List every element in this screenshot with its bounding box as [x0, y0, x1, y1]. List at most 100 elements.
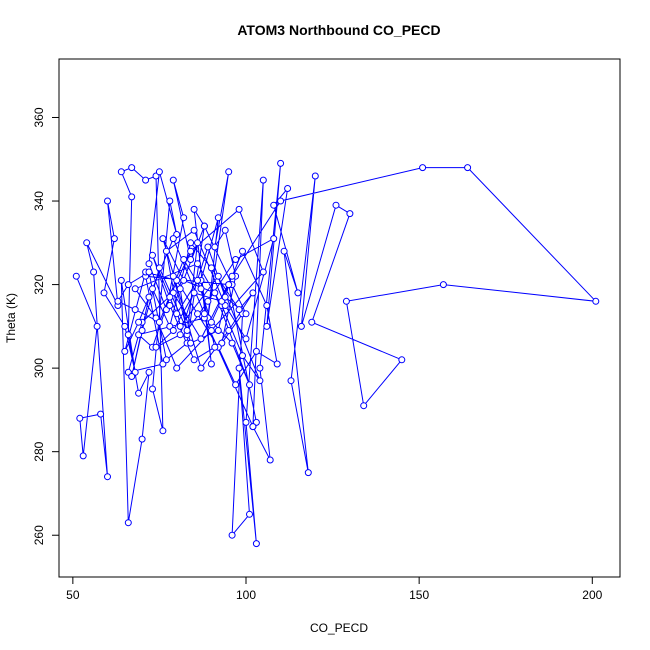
data-point [173, 364, 181, 372]
data-point [124, 519, 132, 527]
data-point [273, 360, 281, 368]
data-point [159, 427, 167, 435]
data-point [211, 343, 219, 351]
data-point [166, 197, 174, 205]
data-point [159, 235, 167, 243]
data-point [176, 331, 184, 339]
data-point [128, 164, 136, 172]
y-tick-label: 300 [32, 358, 46, 378]
data-point [124, 331, 132, 339]
data-point [72, 272, 80, 280]
data-point [149, 285, 156, 293]
x-tick-label: 150 [409, 588, 429, 602]
data-point [176, 285, 184, 293]
data-point [263, 322, 271, 330]
data-point [117, 168, 125, 176]
data-point [256, 377, 264, 385]
data-point [297, 322, 305, 330]
y-tick-label: 320 [32, 274, 46, 294]
data-point [187, 239, 195, 247]
data-point [214, 272, 222, 280]
data-point [235, 205, 243, 213]
x-tick-label: 100 [236, 588, 256, 602]
data-point [214, 214, 222, 222]
y-axis-label: Theta (K) [4, 293, 18, 343]
x-axis: 50 100 150 200 [66, 576, 603, 602]
data-point [342, 297, 350, 305]
data-point [100, 289, 108, 297]
data-point [152, 343, 160, 351]
data-point [200, 222, 208, 230]
data-point [128, 193, 136, 201]
data-point [83, 239, 91, 247]
data-point [104, 197, 111, 205]
data-point [104, 473, 111, 481]
data-point [194, 276, 201, 284]
data-point [204, 243, 212, 251]
data-point [155, 264, 163, 272]
data-point [128, 373, 136, 380]
data-point [135, 318, 143, 326]
data-point [211, 243, 219, 251]
data-point [207, 264, 215, 272]
data-point [149, 251, 156, 259]
data-point [166, 293, 174, 301]
data-point [277, 197, 285, 205]
data-point [228, 272, 236, 280]
x-tick-label: 50 [66, 588, 80, 602]
data-point [93, 322, 101, 330]
data-point [131, 306, 139, 314]
data-point [121, 322, 129, 330]
data-point [259, 268, 267, 276]
data-point [145, 293, 153, 301]
data-point [249, 289, 257, 297]
data-point [464, 164, 472, 172]
data-point [287, 377, 295, 385]
data-point [398, 356, 406, 364]
data-point [90, 268, 98, 276]
data-point [145, 368, 153, 376]
data-point [197, 364, 205, 372]
data-point [200, 310, 208, 318]
data-point [124, 281, 132, 289]
data-point [239, 352, 246, 360]
data-point [190, 205, 198, 213]
data-point [280, 247, 288, 255]
data-point [360, 402, 368, 410]
data-point [117, 276, 125, 284]
data-point [114, 297, 122, 305]
data-point [207, 327, 215, 334]
data-point [242, 418, 250, 426]
data-point [166, 302, 174, 309]
data-point [194, 260, 201, 268]
plot-frame [58, 58, 621, 578]
data-point [190, 289, 198, 297]
y-tick-label: 260 [32, 525, 46, 545]
data-point [169, 327, 177, 334]
data-point [308, 318, 316, 326]
data-point [256, 364, 264, 372]
data-point [232, 381, 240, 389]
data-point [180, 256, 188, 263]
data-point [235, 364, 243, 372]
data-point [246, 381, 253, 389]
data-point [142, 176, 150, 184]
data-point [79, 452, 87, 460]
chart-title: ATOM3 Northbound CO_PECD [237, 22, 440, 38]
data-point [138, 327, 146, 334]
data-point [190, 226, 198, 234]
data-point [266, 456, 274, 464]
y-axis: 260 280 300 320 340 360 [32, 107, 60, 545]
data-point [294, 289, 302, 297]
data-point [263, 302, 271, 309]
data-point [162, 247, 170, 255]
data-point [190, 356, 198, 364]
data-point [270, 201, 278, 209]
x-tick-label: 200 [582, 588, 602, 602]
data-point [194, 310, 201, 318]
series-line [75, 163, 598, 544]
data-point [252, 540, 260, 548]
data-point [180, 214, 188, 222]
data-point [187, 247, 195, 255]
